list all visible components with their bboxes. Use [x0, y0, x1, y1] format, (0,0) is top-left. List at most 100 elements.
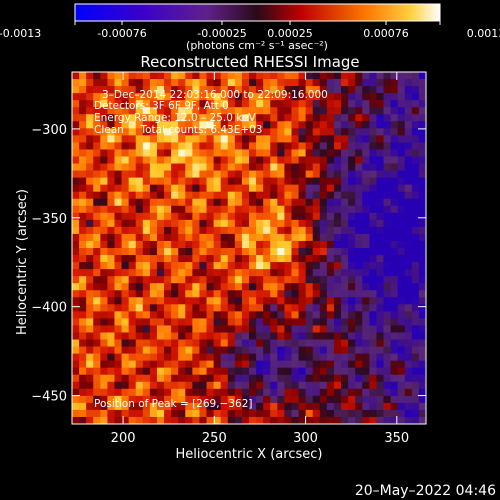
heatmap-cell: [114, 332, 122, 340]
heatmap-cell: [128, 219, 137, 228]
heatmap-cell: [383, 388, 391, 397]
heatmap-cell: [93, 170, 101, 178]
heatmap-cell: [256, 191, 264, 200]
heatmap-cell: [326, 290, 335, 298]
heatmap-cell: [404, 72, 413, 80]
heatmap-cell: [277, 156, 285, 164]
heatmap-cell: [241, 325, 250, 333]
heatmap-cell: [348, 325, 356, 333]
heatmap-cell: [291, 177, 299, 186]
heatmap-cell: [397, 388, 406, 397]
heatmap-cell: [114, 226, 122, 235]
heatmap-cell: [376, 100, 384, 108]
heatmap-cell: [404, 311, 413, 319]
heatmap-cell: [355, 297, 363, 305]
heatmap-cell: [199, 395, 207, 404]
heatmap-cell: [249, 184, 257, 193]
heatmap-cell: [284, 170, 292, 178]
heatmap-cell: [241, 248, 250, 256]
heatmap-cell: [348, 100, 356, 108]
heatmap-cell: [100, 248, 108, 256]
heatmap-cell: [227, 93, 236, 101]
heatmap-cell: [369, 170, 377, 178]
heatmap-cell: [178, 198, 186, 207]
heatmap-cell: [199, 346, 207, 354]
heatmap-cell: [348, 304, 356, 312]
heatmap-cell: [411, 226, 420, 235]
heatmap-cell: [171, 170, 179, 178]
heatmap-cell: [291, 269, 299, 277]
heatmap-cell: [291, 388, 299, 397]
heatmap-cell: [355, 311, 363, 319]
heatmap-cell: [93, 121, 101, 129]
heatmap-cell: [291, 248, 299, 256]
heatmap-cell: [128, 114, 137, 122]
heatmap-cell: [355, 93, 363, 101]
heatmap-cell: [348, 184, 356, 193]
heatmap-cell: [369, 332, 377, 340]
heatmap-cell: [277, 248, 285, 256]
heatmap-cell: [121, 233, 130, 242]
heatmap-cell: [418, 381, 426, 390]
heatmap-cell: [93, 311, 101, 319]
heatmap-cell: [178, 360, 186, 369]
heatmap-cell: [397, 409, 406, 418]
heatmap-cell: [390, 374, 399, 383]
heatmap-cell: [199, 219, 207, 228]
heatmap-cell: [213, 191, 222, 200]
heatmap-cell: [241, 177, 250, 186]
heatmap-cell: [256, 325, 264, 333]
heatmap-cell: [135, 240, 144, 249]
heatmap-cell: [220, 395, 229, 404]
heatmap-cell: [249, 149, 257, 157]
heatmap-cell: [263, 79, 271, 87]
heatmap-cell: [291, 226, 299, 235]
heatmap-cell: [128, 212, 137, 221]
heatmap-cell: [121, 255, 130, 263]
heatmap-cell: [241, 121, 250, 129]
heatmap-cell: [369, 107, 377, 115]
heatmap-cell: [199, 283, 207, 291]
heatmap-cell: [277, 339, 285, 347]
heatmap-cell: [192, 177, 200, 186]
heatmap-cell: [291, 212, 299, 221]
heatmap-cell: [185, 184, 193, 193]
heatmap-cell: [164, 100, 172, 108]
heatmap-cell: [404, 114, 413, 122]
heatmap-cell: [142, 226, 151, 235]
heatmap-cell: [227, 388, 236, 397]
heatmap-cell: [291, 233, 299, 242]
heatmap-cell: [213, 332, 222, 340]
heatmap-cell: [107, 240, 115, 249]
heatmap-cell: [291, 142, 299, 150]
heatmap-cell: [376, 198, 384, 207]
heatmap-cell: [291, 353, 299, 362]
heatmap-cell: [121, 86, 130, 94]
heatmap-cell: [312, 416, 321, 424]
heatmap-cell: [107, 262, 115, 270]
heatmap-cell: [270, 100, 278, 108]
heatmap-cell: [355, 290, 363, 298]
heatmap-cell: [149, 135, 158, 143]
heatmap-cell: [234, 219, 243, 228]
heatmap-cell: [277, 240, 285, 249]
heatmap-cell: [213, 255, 222, 263]
heatmap-cell: [305, 367, 314, 376]
heatmap-cell: [149, 212, 158, 221]
heatmap-cell: [319, 269, 328, 277]
heatmap-cell: [199, 156, 207, 164]
heatmap-cell: [86, 163, 94, 171]
x-tick-label: 350: [384, 431, 409, 446]
heatmap-cell: [171, 205, 179, 214]
heatmap-cell: [333, 93, 342, 101]
heatmap-cell: [291, 205, 299, 214]
heatmap-cell: [348, 163, 356, 171]
heatmap-cell: [411, 156, 420, 164]
heatmap-cell: [390, 395, 399, 404]
heatmap-cell: [390, 128, 399, 136]
heatmap-cell: [277, 226, 285, 235]
heatmap-cell: [333, 318, 342, 326]
heatmap-cell: [397, 191, 406, 200]
heatmap-cell: [355, 388, 363, 397]
heatmap-cell: [305, 416, 314, 424]
